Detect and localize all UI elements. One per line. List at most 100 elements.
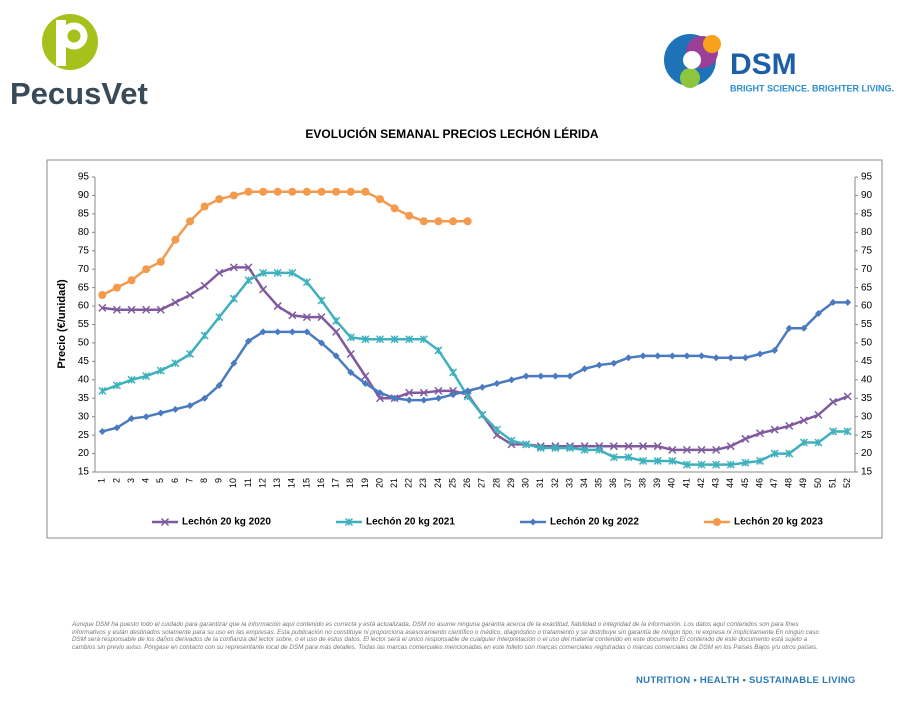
marker	[273, 268, 282, 277]
marker	[244, 337, 252, 345]
x-tick-label: 22	[404, 478, 414, 488]
marker	[741, 458, 750, 467]
marker	[829, 397, 838, 406]
y2-tick-label: 75	[861, 245, 873, 256]
y-tick-label: 25	[78, 430, 90, 441]
marker	[697, 445, 706, 454]
marker	[112, 283, 121, 292]
marker	[843, 392, 852, 401]
x-tick-label: 9	[214, 478, 224, 483]
marker	[682, 460, 691, 469]
chart-title: EVOLUCIÓN SEMANAL PRECIOS LECHÓN LÉRIDA	[305, 126, 598, 141]
x-tick-label: 2	[111, 478, 121, 483]
marker	[668, 445, 677, 454]
x-tick-label: 31	[535, 478, 545, 488]
x-tick-label: 35	[594, 478, 604, 488]
marker	[697, 460, 706, 469]
x-tick-label: 11	[243, 478, 253, 487]
x-tick-label: 16	[316, 478, 326, 488]
marker	[741, 434, 750, 443]
marker	[653, 456, 662, 465]
marker	[215, 195, 224, 204]
marker	[537, 372, 545, 380]
marker	[507, 436, 516, 445]
marker	[244, 276, 253, 285]
marker	[434, 217, 443, 226]
marker	[420, 396, 428, 404]
marker	[200, 281, 209, 290]
marker	[755, 456, 765, 465]
marker	[609, 453, 618, 462]
x-tick-label: 23	[418, 478, 428, 488]
y-tick-label: 60	[78, 301, 90, 312]
marker	[405, 388, 414, 397]
marker	[142, 265, 151, 274]
x-tick-label: 39	[652, 478, 662, 488]
marker	[215, 268, 224, 277]
marker	[434, 394, 442, 402]
marker	[171, 359, 180, 368]
series-line	[101, 190, 468, 297]
legend-marker	[713, 518, 721, 526]
x-tick-label: 47	[769, 478, 779, 488]
legend-label: Lechón 20 kg 2021	[366, 517, 455, 528]
legend-label: Lechón 20 kg 2020	[182, 517, 271, 528]
marker	[259, 268, 268, 277]
marker	[171, 405, 179, 413]
legend-label: Lechón 20 kg 2023	[734, 517, 823, 528]
y-tick-label: 70	[78, 264, 90, 275]
marker	[449, 368, 458, 377]
y-tick-label: 90	[78, 190, 90, 201]
marker	[302, 278, 311, 287]
marker	[814, 410, 823, 419]
y2-tick-label: 40	[861, 374, 873, 385]
marker	[375, 394, 385, 403]
marker	[98, 303, 107, 312]
marker	[449, 391, 457, 399]
y-tick-label: 85	[78, 209, 90, 220]
marker	[361, 380, 369, 387]
marker	[317, 296, 326, 305]
series-line	[101, 271, 848, 466]
y-tick-label: 65	[78, 282, 90, 293]
marker	[624, 442, 633, 451]
marker	[288, 268, 297, 277]
marker	[508, 376, 516, 384]
marker	[157, 409, 165, 417]
marker	[332, 316, 341, 325]
marker	[375, 335, 385, 344]
dsm-logo	[664, 34, 721, 88]
y-tick-label: 50	[78, 338, 90, 349]
x-tick-label: 10	[228, 478, 238, 488]
y2-tick-label: 70	[861, 264, 873, 275]
marker	[405, 396, 413, 404]
x-tick-label: 24	[433, 478, 443, 488]
x-tick-label: 13	[272, 478, 282, 488]
marker	[391, 394, 399, 402]
y2-tick-label: 95	[861, 172, 873, 183]
x-tick-label: 37	[623, 478, 633, 488]
x-tick-label: 33	[564, 478, 574, 488]
x-tick-label: 45	[740, 478, 750, 488]
x-tick-label: 15	[301, 478, 311, 488]
marker	[259, 328, 267, 336]
marker	[332, 352, 340, 360]
marker	[361, 335, 370, 344]
series-line	[102, 301, 848, 433]
y-axis-label: Precio (€/unidad)	[56, 279, 68, 369]
marker	[346, 187, 355, 196]
marker	[712, 445, 721, 454]
marker	[390, 335, 399, 344]
x-tick-label: 51	[827, 478, 837, 488]
marker	[186, 217, 194, 226]
marker	[712, 460, 721, 469]
marker	[230, 359, 238, 367]
marker	[274, 328, 282, 336]
y2-tick-label: 55	[861, 319, 873, 330]
marker	[726, 442, 735, 451]
x-tick-label: 4	[141, 478, 151, 483]
marker	[639, 456, 648, 465]
marker	[449, 217, 458, 226]
marker	[727, 354, 735, 362]
marker	[419, 217, 428, 226]
